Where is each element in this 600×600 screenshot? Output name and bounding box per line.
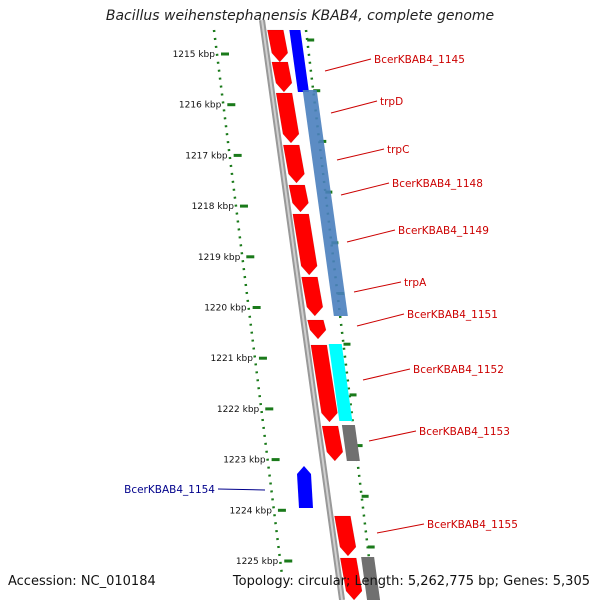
scale-tick-label: 1222 kbp	[217, 405, 260, 415]
gene-label-leader	[368, 430, 417, 442]
scale-tick-label: 1220 kbp	[204, 304, 247, 314]
gene-label: BcerKBAB4_1155	[427, 519, 518, 531]
forward-gene	[310, 344, 338, 423]
scale-tick-label: 1216 kbp	[179, 101, 222, 111]
forward-gene	[292, 213, 318, 276]
gene-label-leader	[330, 100, 378, 114]
accession-label: Accession: NC_010184	[8, 574, 156, 589]
gene-label-leader	[336, 148, 385, 161]
forward-gene	[288, 184, 309, 213]
gene-label: BcerKBAB4_1148	[392, 178, 483, 190]
gene-label-leader	[217, 488, 266, 491]
gray-gene-bottom	[361, 557, 381, 600]
gene-label: BcerKBAB4_1151	[407, 309, 498, 321]
forward-gene	[334, 515, 357, 557]
cyan-gene	[328, 344, 353, 421]
operon-band	[302, 90, 348, 316]
gene-label: BcerKBAB4_1154	[124, 484, 215, 496]
scale-tick-label: 1217 kbp	[185, 151, 228, 161]
gene-label: trpA	[404, 277, 427, 289]
gene-label-leader	[376, 523, 425, 534]
scale-tick-label: 1215 kbp	[173, 50, 216, 60]
gray-gene	[341, 425, 360, 461]
forward-gene	[275, 92, 300, 144]
map-title: Bacillus weihenstephanensis KBAB4, compl…	[105, 8, 495, 24]
reverse-gene	[297, 466, 313, 508]
gene-label-leader	[356, 313, 405, 327]
scale-tick-label: 1224 kbp	[230, 506, 273, 516]
forward-gene	[321, 425, 344, 462]
forward-gene	[267, 29, 289, 63]
forward-gene	[301, 276, 324, 317]
backbone-inner	[261, 19, 344, 600]
forward-gene	[307, 319, 327, 340]
scale-tick-label: 1225 kbp	[236, 557, 279, 567]
gene-label-leader	[353, 281, 402, 293]
gene-label-leader	[324, 58, 372, 72]
gene-label: trpC	[387, 144, 409, 156]
scale-tick-label: 1221 kbp	[211, 354, 254, 364]
gene-label: BcerKBAB4_1152	[413, 364, 504, 376]
operon-head-block	[289, 30, 309, 92]
gene-label: trpD	[380, 96, 403, 108]
scale-tick-label: 1219 kbp	[198, 253, 241, 263]
gene-label: BcerKBAB4_1145	[374, 54, 465, 66]
gene-label-leader	[340, 182, 390, 196]
topology-label: Topology: circular; Length: 5,262,775 bp…	[232, 574, 590, 589]
scale-tick-label: 1223 kbp	[223, 456, 266, 466]
scale-ring-left	[212, 29, 284, 576]
scale-tick-label: 1218 kbp	[192, 202, 235, 212]
forward-gene	[271, 61, 293, 93]
forward-gene	[339, 557, 363, 600]
gene-label: BcerKBAB4_1153	[419, 426, 510, 438]
gene-label-leader	[362, 368, 411, 381]
gene-label-leader	[346, 229, 396, 243]
forward-gene	[282, 144, 305, 184]
gene-label: BcerKBAB4_1149	[398, 225, 489, 237]
